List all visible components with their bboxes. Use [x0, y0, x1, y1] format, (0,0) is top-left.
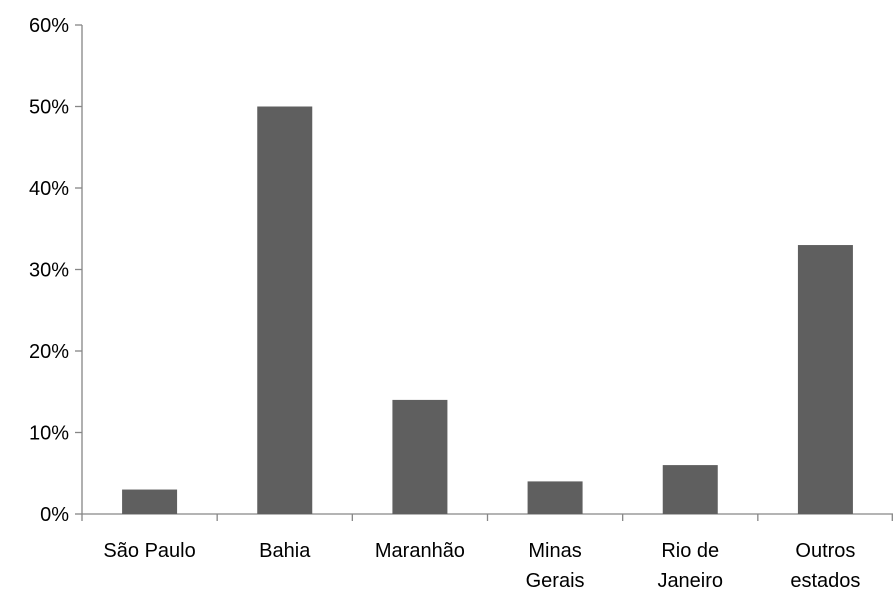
x-category-label: Minas — [528, 540, 581, 562]
y-tick-label: 40% — [29, 178, 69, 200]
x-category-label: Outros — [795, 540, 855, 562]
x-category-label: Gerais — [526, 570, 585, 592]
bars — [122, 106, 853, 515]
bar — [527, 481, 583, 514]
axes — [75, 24, 893, 521]
labels: 0% 10% 20% 30% 40% 50% 60% São Paulo Bahia Maranh… — [29, 15, 860, 592]
x-category-label: Maranhão — [375, 540, 465, 562]
y-tick-label: 0% — [40, 504, 69, 526]
y-tick-label: 50% — [29, 97, 69, 119]
x-category-label: estados — [790, 570, 860, 592]
bar — [662, 465, 718, 514]
y-tick-label: 30% — [29, 260, 69, 282]
x-category-label: Bahia — [259, 540, 311, 562]
x-category-label: Rio de — [661, 540, 719, 562]
bar — [392, 399, 448, 514]
x-category-label: Janeiro — [657, 570, 723, 592]
bar — [257, 106, 313, 514]
y-tick-label: 20% — [29, 341, 69, 363]
bar — [122, 489, 178, 514]
x-category-label: São Paulo — [103, 540, 195, 562]
y-tick-label: 10% — [29, 423, 69, 445]
y-tick-label: 60% — [29, 15, 69, 37]
bar — [797, 245, 853, 515]
